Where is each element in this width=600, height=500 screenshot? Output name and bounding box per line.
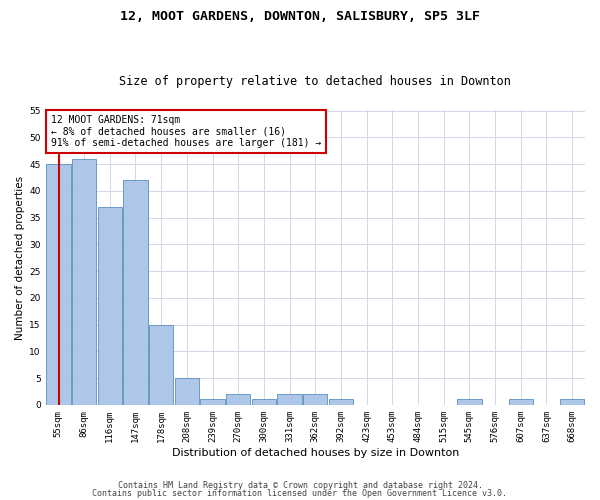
- Bar: [175, 378, 199, 405]
- Text: 12, MOOT GARDENS, DOWNTON, SALISBURY, SP5 3LF: 12, MOOT GARDENS, DOWNTON, SALISBURY, SP…: [120, 10, 480, 23]
- Bar: [46, 164, 71, 405]
- Bar: [277, 394, 302, 405]
- Text: Contains HM Land Registry data © Crown copyright and database right 2024.: Contains HM Land Registry data © Crown c…: [118, 481, 482, 490]
- Bar: [329, 400, 353, 405]
- Bar: [509, 400, 533, 405]
- Bar: [98, 207, 122, 405]
- Bar: [200, 400, 225, 405]
- Bar: [226, 394, 250, 405]
- X-axis label: Distribution of detached houses by size in Downton: Distribution of detached houses by size …: [172, 448, 459, 458]
- Bar: [251, 400, 276, 405]
- Bar: [149, 324, 173, 405]
- Bar: [457, 400, 482, 405]
- Text: Contains public sector information licensed under the Open Government Licence v3: Contains public sector information licen…: [92, 488, 508, 498]
- Bar: [560, 400, 584, 405]
- Bar: [303, 394, 328, 405]
- Text: 12 MOOT GARDENS: 71sqm
← 8% of detached houses are smaller (16)
91% of semi-deta: 12 MOOT GARDENS: 71sqm ← 8% of detached …: [51, 115, 321, 148]
- Title: Size of property relative to detached houses in Downton: Size of property relative to detached ho…: [119, 76, 511, 88]
- Y-axis label: Number of detached properties: Number of detached properties: [15, 176, 25, 340]
- Bar: [72, 158, 96, 405]
- Bar: [123, 180, 148, 405]
